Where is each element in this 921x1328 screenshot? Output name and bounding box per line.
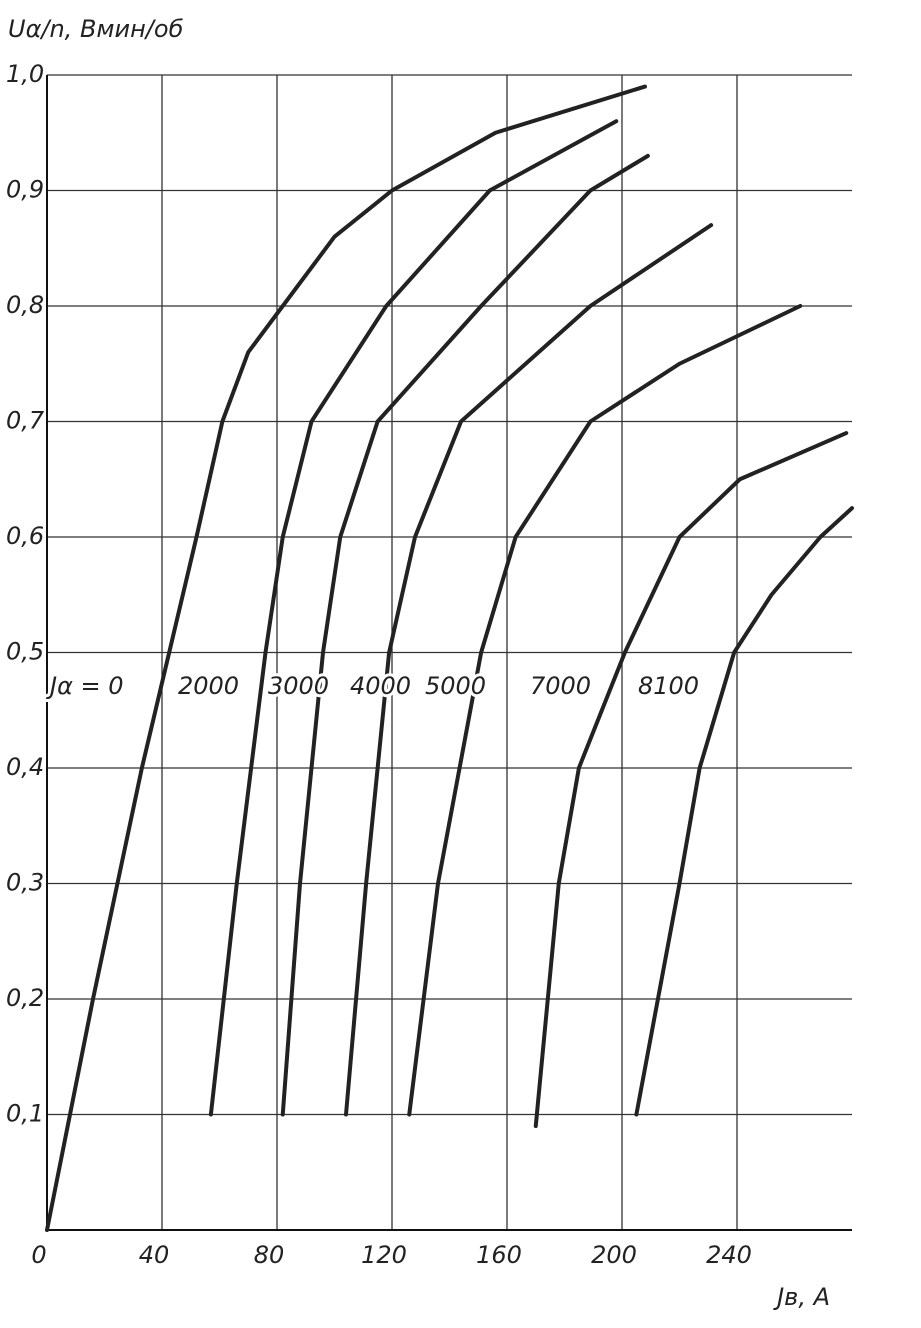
y-tick-label: 0,1 — [6, 1100, 44, 1128]
series-label: Jα = 0 — [46, 672, 124, 700]
series-line — [533, 431, 849, 1129]
x-axis-title: Jв, А — [773, 1283, 830, 1311]
series-line — [634, 506, 854, 1117]
y-tick-label: 0,3 — [6, 869, 44, 897]
x-tick-label: 0 — [31, 1241, 46, 1269]
y-tick-label: 0,9 — [6, 176, 44, 204]
series-label: 4000 — [350, 672, 411, 700]
x-tick-label: 40 — [139, 1241, 170, 1269]
y-tick-label: 0,7 — [6, 407, 45, 435]
x-tick-label: 160 — [476, 1241, 522, 1269]
x-tick-label: 80 — [254, 1241, 285, 1269]
series-label: 7000 — [530, 672, 591, 700]
series-label: 2000 — [178, 672, 239, 700]
series-label: 8100 — [638, 672, 699, 700]
y-tick-label: 0,2 — [6, 984, 44, 1012]
x-tick-label: 120 — [361, 1241, 407, 1269]
series-label: 5000 — [425, 672, 486, 700]
series-label: 3000 — [268, 672, 329, 700]
series-line — [208, 119, 619, 1117]
y-tick-label: 0,5 — [6, 638, 44, 666]
y-tick-label: 0,4 — [6, 753, 44, 781]
series-line — [344, 223, 714, 1117]
x-tick-label: 200 — [591, 1241, 637, 1269]
series-line — [45, 84, 647, 1232]
series-line — [280, 153, 650, 1117]
y-tick-label: 1,0 — [6, 60, 44, 88]
series-line — [407, 304, 803, 1117]
y-axis-title: Uα/n, Вмин/об — [8, 15, 184, 43]
y-tick-label: 0,8 — [6, 291, 44, 319]
y-tick-label: 0,6 — [6, 522, 44, 550]
x-tick-label: 240 — [706, 1241, 752, 1269]
